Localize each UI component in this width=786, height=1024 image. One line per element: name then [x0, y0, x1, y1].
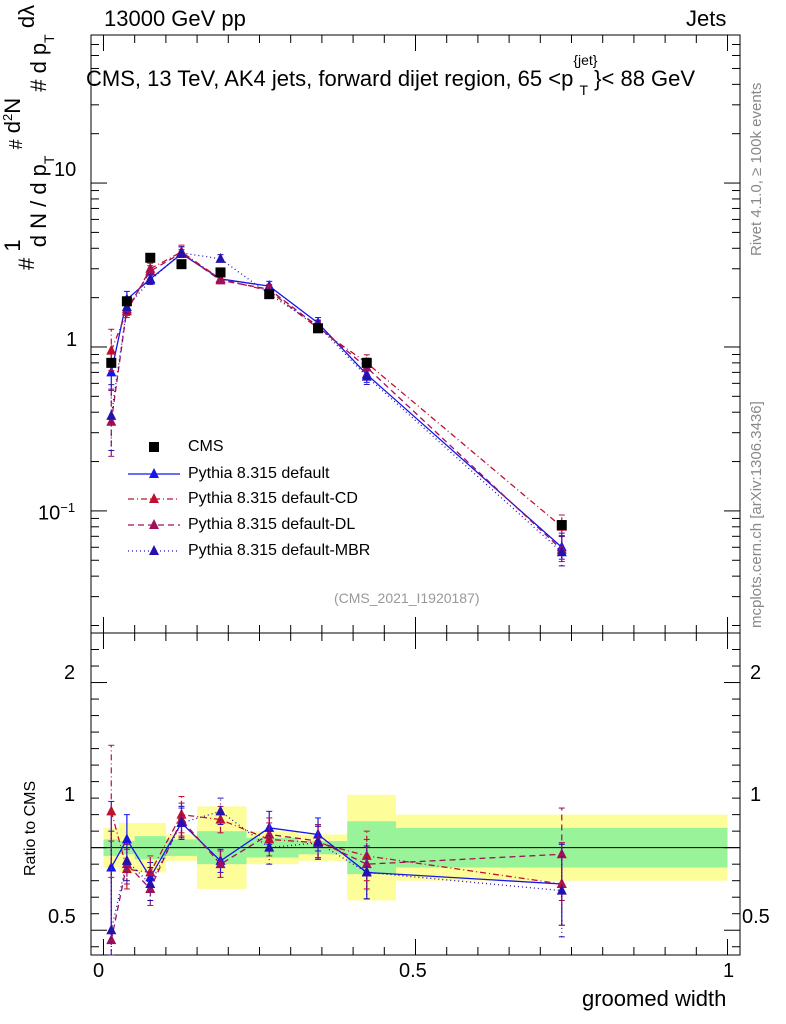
y-axis-label-hash1: #	[14, 257, 39, 270]
cms-point	[121, 296, 132, 307]
header-right: Jets	[686, 6, 727, 31]
ratio-point	[106, 924, 117, 935]
chart-title-main: CMS, 13 TeV, AK4 jets, forward dijet reg…	[86, 66, 574, 91]
ratio-plot-frame	[90, 632, 741, 956]
legend-marker-2	[149, 519, 159, 529]
point	[106, 415, 117, 426]
data-marks	[106, 244, 567, 956]
ratio-point	[556, 877, 567, 888]
point	[106, 366, 117, 377]
ratio-point	[215, 858, 226, 869]
y-tick-label-10: 10	[54, 159, 77, 181]
header-left: 13000 GeV pp	[104, 6, 246, 31]
point	[361, 370, 372, 381]
ratio-point	[145, 866, 156, 877]
ratio-point	[121, 854, 132, 865]
ratio-tick-label-2-left: 2	[64, 662, 76, 684]
point	[106, 409, 117, 420]
cms-point	[264, 289, 275, 300]
y-axis-label-t2: T	[41, 34, 57, 43]
analysis-annotation: (CMS_2021_I1920187)	[334, 590, 480, 606]
ratio-point	[176, 816, 187, 827]
ratio-point	[106, 805, 117, 816]
legend-label-dl: Pythia 8.315 default-DL	[188, 516, 356, 533]
rivet-label: Rivet 4.1.0, ≥ 100k events	[748, 82, 765, 256]
y-axis-label: # 1 d N / d pT # d2N # d pT dλ	[0, 4, 57, 270]
y-axis-label-dn: d N / d p	[26, 164, 51, 248]
cms-point	[556, 520, 567, 531]
y-axis-label-dlambda-d: d	[14, 15, 39, 29]
point	[556, 546, 567, 557]
ratio-point	[215, 805, 226, 816]
legend-marker-3	[149, 545, 159, 555]
ratio-frame-rect	[90, 632, 741, 956]
ratio-point	[264, 841, 275, 852]
x-axis-label: groomed width	[582, 986, 727, 1011]
y-axis-label-lambda: λ	[14, 4, 39, 16]
mcplots-label: mcplots.cern.ch [arXiv:1306.3436]	[748, 401, 765, 628]
legend-label-default: Pythia 8.315 default	[188, 465, 330, 482]
ratio-y-label: Ratio to CMS	[22, 780, 39, 876]
legend	[128, 442, 180, 555]
y-axis-label-2: 2	[0, 113, 15, 122]
x-tick-label-0.5: 0.5	[399, 960, 427, 982]
cms-point	[176, 259, 187, 270]
y-tick-label-1: 1	[66, 329, 78, 351]
ratio-point	[106, 934, 117, 945]
series-line	[110, 251, 563, 528]
ratio-point	[145, 877, 156, 888]
x-tick-label-0: 0	[93, 960, 105, 982]
y-axis-label-hash2: #	[6, 139, 26, 150]
cms-point	[361, 357, 372, 368]
ratio-point	[215, 813, 226, 824]
ratio-tick-label-1-left: 1	[64, 784, 76, 806]
point	[145, 265, 156, 276]
ratio-tick-label-0.5-left: 0.5	[48, 906, 76, 928]
ratio-tick-label-0.5-right: 0.5	[742, 906, 770, 928]
axis-ticks	[91, 34, 740, 955]
legend-marker-1	[149, 493, 159, 503]
cms-point	[106, 357, 117, 368]
x-tick-label-1: 1	[723, 960, 735, 982]
ratio-line	[110, 811, 562, 885]
point	[215, 252, 226, 263]
point	[106, 344, 117, 355]
cms-point	[215, 267, 226, 278]
ratio-point	[264, 828, 275, 839]
legend-marker-0	[149, 468, 159, 478]
y-axis-label-d: d	[0, 121, 25, 134]
cms-data	[106, 252, 567, 531]
legend-label-mbr: Pythia 8.315 default-MBR	[188, 542, 371, 559]
ratio-point	[361, 858, 372, 869]
series-3	[106, 246, 567, 956]
point	[176, 246, 187, 257]
y-axis-label-n: N	[0, 97, 25, 114]
chart-title: CMS, 13 TeV, AK4 jets, forward dijet reg…	[86, 52, 696, 98]
legend-label-cms: CMS	[188, 438, 224, 455]
legend-marker-cms	[149, 442, 159, 452]
ratio-point	[556, 884, 567, 895]
y-tick-label-0.1: 10−1	[38, 500, 76, 525]
cms-point	[313, 323, 324, 334]
chart-title-sub: T	[579, 82, 589, 98]
y-axis-label-dp: # d p	[26, 42, 51, 92]
ratio-point	[556, 848, 567, 859]
point	[145, 274, 156, 285]
ratio-tick-label-1-right: 1	[750, 784, 762, 806]
cms-point	[145, 252, 156, 263]
chart-title-end: }< 88 GeV	[594, 66, 696, 91]
chart-title-sup: {jet}	[573, 52, 598, 68]
point	[215, 274, 226, 285]
y-axis-label-1: 1	[0, 239, 25, 252]
ratio-tick-label-2-right: 2	[750, 662, 762, 684]
ratio-point	[313, 836, 324, 847]
ratio-point	[361, 866, 372, 877]
legend-label-cd: Pythia 8.315 default-CD	[188, 490, 358, 507]
